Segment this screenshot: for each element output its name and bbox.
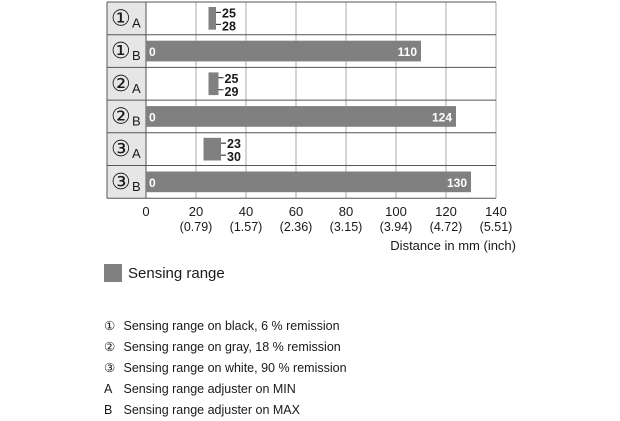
row-label-number: ① [111,5,131,30]
x-tick-label: 120 [435,204,457,219]
x-tick-label: 0 [142,204,149,219]
bar-start-label: 0 [149,45,156,59]
bar-start-label: 0 [149,110,156,124]
row-label-sub: A [132,146,141,161]
bar-end-label: 130 [447,176,467,190]
bar [146,40,421,62]
bar [146,171,471,193]
row-label-sub: B [132,179,141,194]
bar-start-label: 23 [227,137,241,151]
x-tick-inch-label: (0.79) [180,220,213,234]
bar-end-label: 29 [225,85,239,99]
row-label-number: ② [111,71,131,96]
row-label-sub: A [132,81,141,96]
x-tick-inch-label: (4.72) [430,220,463,234]
bar [146,106,456,127]
footnote-mark: B [104,403,113,417]
footnote-text: Sensing range on gray, 18 % remission [123,340,341,354]
row-label-sub: A [132,15,141,30]
x-tick-inch-label: (3.15) [330,220,363,234]
footnote-text: Sensing range on white, 90 % remission [123,361,347,375]
row-label-number: ① [111,38,131,63]
x-tick-label: 40 [239,204,253,219]
legend-swatch [104,264,122,282]
x-axis-title: Distance in mm (inch) [390,238,516,253]
row-label-number: ③ [111,136,131,161]
x-tick-label: 140 [485,204,507,219]
x-tick-inch-label: (1.57) [230,220,263,234]
footnote-2: ② Sensing range on gray, 18 % remission [104,337,347,358]
bar [208,7,216,30]
x-tick-label: 20 [189,204,203,219]
footnote-text: Sensing range on black, 6 % remission [123,319,340,333]
x-tick-inch-label: (5.51) [480,220,513,234]
footnote-text: Sensing range adjuster on MAX [123,403,300,417]
footnote-3: ③ Sensing range on white, 90 % remission [104,358,347,379]
x-tick-label: 60 [289,204,303,219]
row-label-number: ② [111,103,131,128]
footnote-mark: ① [104,319,116,333]
bar-start-label: 0 [149,176,156,190]
footnotes: ① Sensing range on black, 6 % remission … [104,316,347,421]
footnote-mark: A [104,382,113,396]
footnote-1: ① Sensing range on black, 6 % remission [104,316,347,337]
bar-start-label: 25 [222,6,236,20]
bar [203,137,221,161]
footnote-text: Sensing range adjuster on MIN [123,382,296,396]
footnote-a: A Sensing range adjuster on MIN [104,379,347,400]
row-label-sub: B [132,113,141,128]
footnote-b: B Sensing range adjuster on MAX [104,400,347,421]
bar-end-label: 110 [398,45,418,59]
bar-end-label: 30 [227,150,241,164]
row-label-number: ③ [111,169,131,194]
legend-label: Sensing range [128,264,225,282]
bar-end-label: 124 [432,110,452,124]
bar-end-label: 28 [222,19,236,33]
x-tick-inch-label: (3.94) [380,220,413,234]
footnote-mark: ② [104,340,116,354]
x-tick-inch-label: (2.36) [280,220,313,234]
bar-start-label: 25 [225,72,239,86]
bar [208,72,219,96]
legend: Sensing range [104,263,225,283]
footnote-mark: ③ [104,361,116,375]
x-tick-label: 80 [339,204,353,219]
row-label-sub: B [132,48,141,63]
x-tick-label: 100 [385,204,407,219]
